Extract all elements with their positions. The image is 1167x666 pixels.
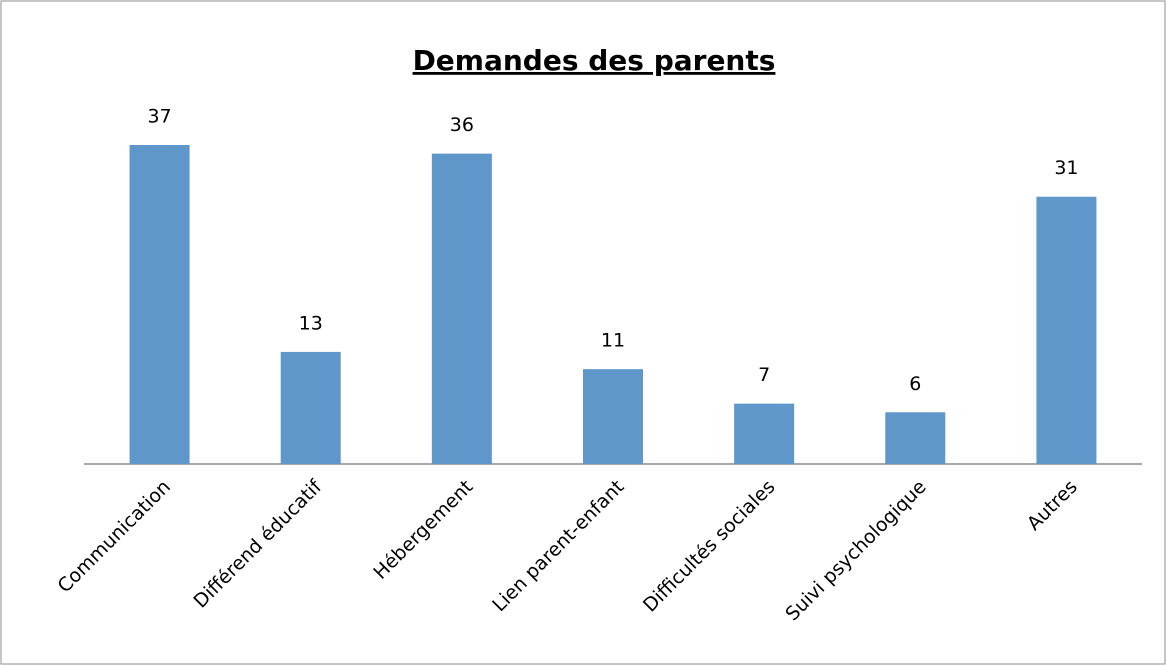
value-label: 36 (450, 114, 474, 136)
bar (583, 369, 643, 464)
value-label: 31 (1054, 157, 1078, 179)
value-label: 11 (601, 330, 625, 352)
bar (1036, 196, 1097, 464)
bar (129, 145, 190, 464)
value-label: 13 (299, 312, 323, 334)
chart-title: Demandes des parents (413, 44, 776, 77)
value-label: 7 (758, 364, 770, 386)
value-label: 37 (147, 106, 171, 128)
bar (431, 153, 492, 464)
bar (280, 351, 341, 464)
value-label: 6 (909, 373, 921, 395)
bar (734, 403, 795, 464)
bar (885, 412, 946, 464)
